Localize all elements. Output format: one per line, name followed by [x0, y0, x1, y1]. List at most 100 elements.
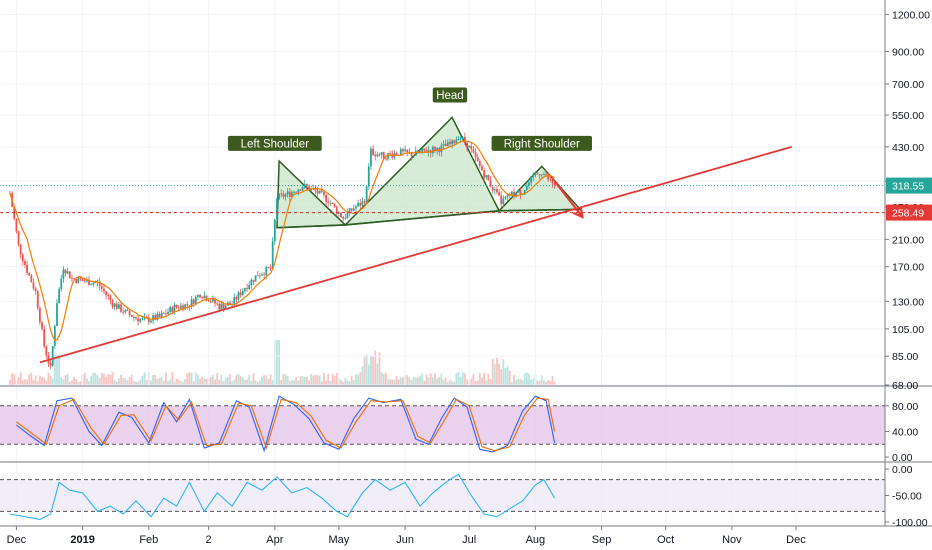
stoch-rsi-tick-label: 40.00 — [892, 426, 918, 438]
candle-body — [75, 279, 78, 283]
candle-body — [402, 149, 404, 152]
candle-body — [350, 208, 353, 211]
volume-bar — [314, 374, 317, 385]
volume-bar — [179, 381, 182, 385]
volume-bar — [295, 377, 298, 385]
candle-body — [229, 302, 231, 305]
candle-body — [423, 148, 426, 151]
volume-bar — [75, 379, 78, 385]
candle-body — [361, 201, 364, 206]
candle-body — [254, 275, 257, 282]
candle-body — [122, 311, 125, 313]
candle-body — [547, 174, 550, 180]
candle-body — [470, 145, 473, 150]
volume-bar — [220, 374, 223, 385]
volume-bar — [408, 376, 411, 385]
candle-body — [513, 191, 515, 197]
volume-bar — [547, 380, 550, 385]
volume-bar — [519, 379, 522, 385]
volume-bar — [235, 375, 238, 385]
candle-body — [540, 174, 543, 176]
time-tick-label: Oct — [657, 534, 674, 546]
candle-body — [154, 315, 157, 320]
volume-bar — [175, 378, 178, 385]
volume-bar — [305, 376, 308, 385]
candle-body — [231, 303, 234, 305]
candle-body — [205, 295, 208, 301]
candle-body — [297, 189, 300, 193]
volume-bar — [523, 373, 526, 385]
candle-body — [263, 274, 266, 276]
candle-body — [463, 136, 466, 143]
candle-body — [485, 175, 488, 178]
candle-body — [26, 264, 28, 274]
volume-bar — [254, 380, 257, 385]
volume-bar — [365, 354, 368, 385]
candle-body — [367, 166, 370, 187]
volume-bar — [107, 374, 110, 385]
volume-bar — [498, 363, 500, 385]
candle-body — [199, 295, 201, 298]
candle-body — [244, 288, 246, 292]
candle-body — [406, 149, 409, 153]
volume-bar — [506, 365, 509, 385]
volume-bar — [120, 374, 122, 385]
volume-bar — [288, 380, 291, 385]
volume-bar — [79, 380, 82, 385]
candle-body — [152, 315, 154, 321]
volume-bar — [137, 381, 140, 385]
volume-bar — [171, 372, 174, 385]
candle-body — [335, 206, 338, 214]
williams-r-tick-label: 0.00 — [892, 464, 913, 476]
volume-bar — [94, 373, 97, 385]
volume-bar — [248, 374, 251, 385]
volume-bar — [340, 380, 342, 385]
volume-bar — [154, 374, 157, 385]
candle-body — [291, 192, 293, 197]
candle-body — [224, 305, 227, 309]
candle-body — [348, 208, 351, 213]
candle-body — [519, 190, 522, 195]
candle-body — [536, 173, 539, 175]
candle-body — [320, 190, 323, 192]
arrow-shaft — [553, 180, 584, 218]
candle-body — [132, 317, 135, 318]
volume-bar — [532, 378, 535, 385]
candle-body — [523, 190, 526, 195]
candle-body — [502, 198, 505, 205]
volume-bar — [493, 364, 496, 385]
candle-body — [325, 194, 327, 202]
volume-bar — [19, 372, 22, 385]
volume-bar — [504, 368, 507, 385]
candle-body — [113, 303, 116, 307]
volume-bar — [323, 372, 325, 385]
candle-body — [376, 154, 379, 157]
candle-body — [192, 299, 195, 304]
candle-body — [545, 174, 547, 175]
candle-body — [98, 281, 101, 287]
volume-bar — [308, 380, 310, 385]
candle-body — [182, 305, 184, 310]
candle-body — [538, 174, 541, 176]
volume-bar — [487, 373, 490, 385]
volume-bar — [111, 372, 114, 385]
candle-body — [194, 296, 197, 304]
volume-bar — [209, 376, 212, 385]
candle-body — [179, 305, 182, 309]
candle-body — [177, 307, 180, 309]
candle-body — [340, 212, 342, 218]
time-tick-label: Aug — [526, 534, 546, 546]
candle-body — [425, 150, 428, 153]
volume-bar — [124, 377, 127, 385]
candle-body — [28, 273, 31, 276]
volume-bar — [363, 355, 366, 385]
volume-bar — [536, 380, 539, 385]
volume-bar — [276, 340, 278, 385]
williams-r-tick-label: -100.00 — [892, 517, 928, 529]
volume-bar — [135, 381, 137, 385]
candle-body — [487, 175, 490, 181]
volume-bar — [130, 374, 133, 385]
candle-body — [308, 186, 310, 191]
volume-bar — [438, 377, 441, 385]
